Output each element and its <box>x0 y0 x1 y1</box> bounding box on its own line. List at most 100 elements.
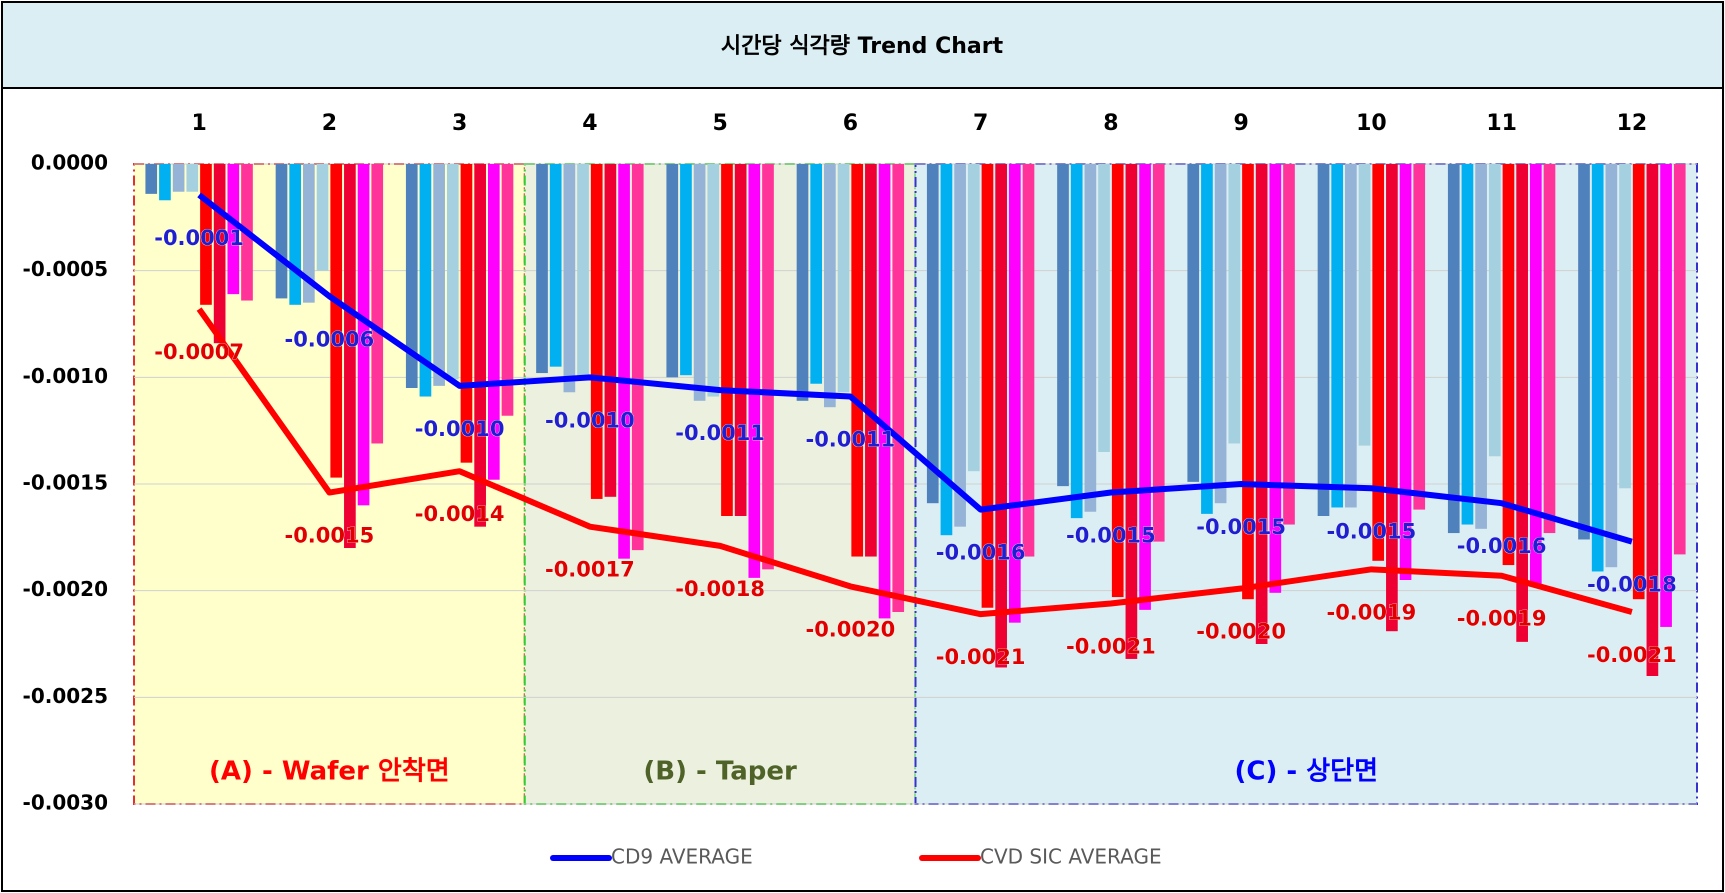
data-label: -0.0019 <box>1326 600 1416 624</box>
bar <box>631 164 644 551</box>
data-label: -0.0007 <box>154 340 244 364</box>
title-band <box>1 1 1724 89</box>
bar <box>433 164 445 386</box>
bar <box>1255 164 1268 644</box>
chart-title: 시간당 식각량 Trend Chart <box>721 34 1004 59</box>
bar <box>213 164 226 344</box>
bar <box>1022 164 1035 557</box>
x-tick-label: 2 <box>322 111 337 136</box>
region-label: (B) - Taper <box>643 757 797 787</box>
line <box>197 192 1633 545</box>
data-label: -0.0016 <box>936 541 1026 565</box>
data-label: -0.0019 <box>1457 607 1547 631</box>
bar <box>1283 164 1295 525</box>
bar <box>824 164 836 408</box>
y-tick-label: -0.0015 <box>23 471 108 495</box>
bar <box>1070 164 1083 519</box>
data-label: -0.0015 <box>1326 519 1416 543</box>
bar <box>172 164 185 192</box>
bar <box>796 164 809 401</box>
bar <box>316 164 329 271</box>
bar <box>1228 164 1241 444</box>
data-label: -0.0016 <box>1457 534 1547 558</box>
y-tick-label: -0.0020 <box>23 577 108 601</box>
x-tick-label: 9 <box>1233 111 1248 136</box>
bar <box>1591 164 1604 572</box>
data-label: -0.0010 <box>545 408 635 432</box>
bar <box>995 164 1007 668</box>
bar <box>1008 164 1021 623</box>
bar <box>289 164 302 305</box>
region-label: (C) - 상단면 <box>1234 757 1378 787</box>
bar <box>577 164 589 378</box>
bar <box>680 164 692 376</box>
bar <box>501 164 514 416</box>
bar <box>487 164 500 480</box>
bar <box>618 164 630 559</box>
bar <box>604 164 617 497</box>
bar <box>330 164 343 478</box>
bar <box>1475 164 1487 529</box>
bar <box>1345 164 1357 508</box>
bar <box>474 164 486 527</box>
bar <box>1413 164 1426 510</box>
x-tick-label: 10 <box>1356 111 1387 136</box>
bar <box>563 164 576 393</box>
data-label: -0.0010 <box>415 417 505 441</box>
bar <box>536 164 548 374</box>
bar <box>344 164 356 548</box>
bar <box>748 164 761 578</box>
bar <box>419 164 432 397</box>
bar <box>1057 164 1069 487</box>
bar <box>1201 164 1213 514</box>
bar <box>1605 164 1618 568</box>
bar <box>1139 164 1151 610</box>
x-tick-label: 11 <box>1486 111 1517 136</box>
y-tick-label: -0.0005 <box>23 257 108 281</box>
bar <box>1242 164 1254 600</box>
y-tick-label: 0.0000 <box>31 151 108 175</box>
bar <box>275 164 288 299</box>
bar <box>1516 164 1528 642</box>
x-tick-label: 8 <box>1103 111 1118 136</box>
bar <box>721 164 733 516</box>
bar <box>1084 164 1097 512</box>
bar <box>954 164 966 527</box>
bar <box>878 164 891 619</box>
x-tick-label: 4 <box>582 111 597 136</box>
bar <box>940 164 953 536</box>
x-tick-label: 12 <box>1617 111 1648 136</box>
bar <box>1502 164 1515 566</box>
bar <box>371 164 384 444</box>
bar <box>1488 164 1501 457</box>
bar <box>1646 164 1659 676</box>
bar <box>1529 164 1542 587</box>
y-tick-label: -0.0010 <box>23 364 108 388</box>
bar <box>1447 164 1460 534</box>
bar <box>549 164 562 367</box>
bar <box>357 164 370 506</box>
bar <box>405 164 418 388</box>
bar <box>1543 164 1556 534</box>
bar <box>1386 164 1398 632</box>
x-tick-label: 3 <box>452 111 467 136</box>
bar <box>666 164 679 378</box>
data-label: -0.0015 <box>1196 515 1286 539</box>
bar <box>1461 164 1474 525</box>
bar <box>1578 164 1590 540</box>
legend-label: CD9 AVERAGE <box>611 845 753 869</box>
line <box>196 307 1633 618</box>
bar <box>1125 164 1138 659</box>
bar <box>590 164 603 499</box>
bar <box>837 164 850 393</box>
x-tick-label: 7 <box>973 111 988 136</box>
data-label: -0.0014 <box>415 502 505 526</box>
legend-label: CVD SIC AVERAGE <box>980 845 1162 869</box>
bar <box>1269 164 1282 593</box>
bar <box>1358 164 1371 446</box>
data-label: -0.0017 <box>545 558 635 582</box>
region-label: (A) - Wafer 안착면 <box>209 757 450 787</box>
bar <box>1111 164 1124 598</box>
bar <box>762 164 774 570</box>
